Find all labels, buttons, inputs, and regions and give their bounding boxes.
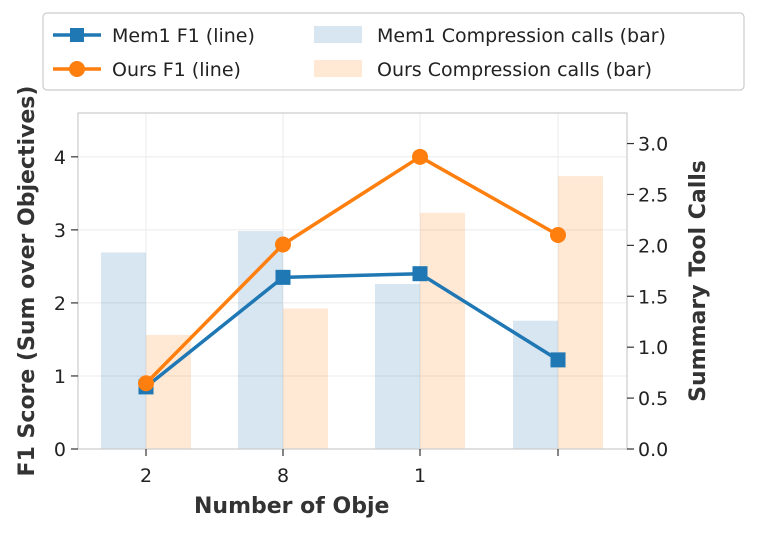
y-right-tick-label: 2.5 bbox=[638, 184, 668, 206]
y-right-tick-label: 2.0 bbox=[638, 235, 668, 257]
y-axis-left-title: F1 Score (Sum over Objectives) bbox=[15, 86, 40, 477]
legend-label-mem1-bar: Mem1 Compression calls (bar) bbox=[377, 25, 666, 47]
bar-ours-1 bbox=[283, 308, 328, 449]
grid bbox=[78, 113, 627, 450]
x-tick-label: 2 bbox=[140, 465, 152, 487]
legend-label-ours-f1: Ours F1 (line) bbox=[112, 59, 241, 81]
bar-ours-2 bbox=[420, 212, 465, 449]
lines bbox=[138, 148, 566, 395]
y-right-tick-label: 0.0 bbox=[638, 439, 668, 461]
y-right-tick-label: 1.0 bbox=[638, 337, 668, 359]
y-axis-right-ticks: 0.0 0.5 1.0 1.5 2.0 2.5 3.0 bbox=[627, 134, 668, 461]
bars bbox=[101, 176, 603, 450]
legend-item-ours-f1: Ours F1 (line) bbox=[53, 59, 241, 81]
y-axis-left-ticks: 0 1 2 3 4 bbox=[54, 147, 78, 461]
legend-label-ours-bar: Ours Compression calls (bar) bbox=[377, 59, 652, 81]
y-left-tick-label: 4 bbox=[54, 147, 66, 169]
legend-item-mem1-bar: Mem1 Compression calls (bar) bbox=[314, 25, 666, 47]
y-right-tick-label: 3.0 bbox=[638, 134, 668, 156]
legend-item-ours-bar: Ours Compression calls (bar) bbox=[314, 59, 652, 81]
point-ours-0 bbox=[138, 375, 154, 392]
bar-mem1-1 bbox=[238, 231, 283, 449]
legend-marker-mem1-f1 bbox=[70, 28, 84, 42]
legend-marker-ours-f1 bbox=[69, 61, 85, 77]
line-ours-f1 bbox=[144, 155, 559, 385]
y-left-tick-label: 2 bbox=[54, 293, 66, 315]
point-mem1-2 bbox=[412, 266, 428, 282]
y-axis-right-title: Summary Tool Calls bbox=[686, 160, 711, 402]
legend: Mem1 F1 (line) Ours F1 (line) Mem1 Compr… bbox=[42, 12, 745, 91]
x-axis-ticks: 2 8 1 bbox=[140, 449, 559, 487]
legend-swatch-ours-bar bbox=[314, 60, 362, 77]
bar-mem1-2 bbox=[375, 284, 420, 449]
plot-frame bbox=[77, 112, 628, 450]
legend-swatch-mem1-bar bbox=[314, 26, 362, 43]
legend-label-mem1-f1: Mem1 F1 (line) bbox=[112, 25, 255, 47]
legend-item-mem1-f1: Mem1 F1 (line) bbox=[53, 25, 255, 47]
y-right-tick-label: 0.5 bbox=[638, 388, 668, 410]
bar-ours-3 bbox=[558, 176, 603, 450]
point-mem1-3 bbox=[550, 352, 566, 368]
bar-mem1-3 bbox=[513, 320, 558, 449]
line-mem1-f1 bbox=[144, 271, 559, 389]
y-left-tick-label: 3 bbox=[54, 220, 66, 242]
y-left-tick-label: 1 bbox=[54, 366, 66, 388]
bar-mem1-0 bbox=[101, 252, 146, 449]
y-left-tick-label: 0 bbox=[54, 439, 66, 461]
point-ours-2 bbox=[412, 148, 428, 165]
x-tick-label: 1 bbox=[414, 465, 426, 487]
point-ours-3 bbox=[550, 226, 566, 243]
point-ours-1 bbox=[275, 236, 291, 253]
x-tick-label: 8 bbox=[277, 465, 289, 487]
y-right-tick-label: 1.5 bbox=[638, 286, 668, 308]
x-axis-title: Number of Obje bbox=[194, 494, 389, 519]
legend-frame bbox=[42, 12, 745, 91]
point-mem1-1 bbox=[275, 269, 291, 285]
